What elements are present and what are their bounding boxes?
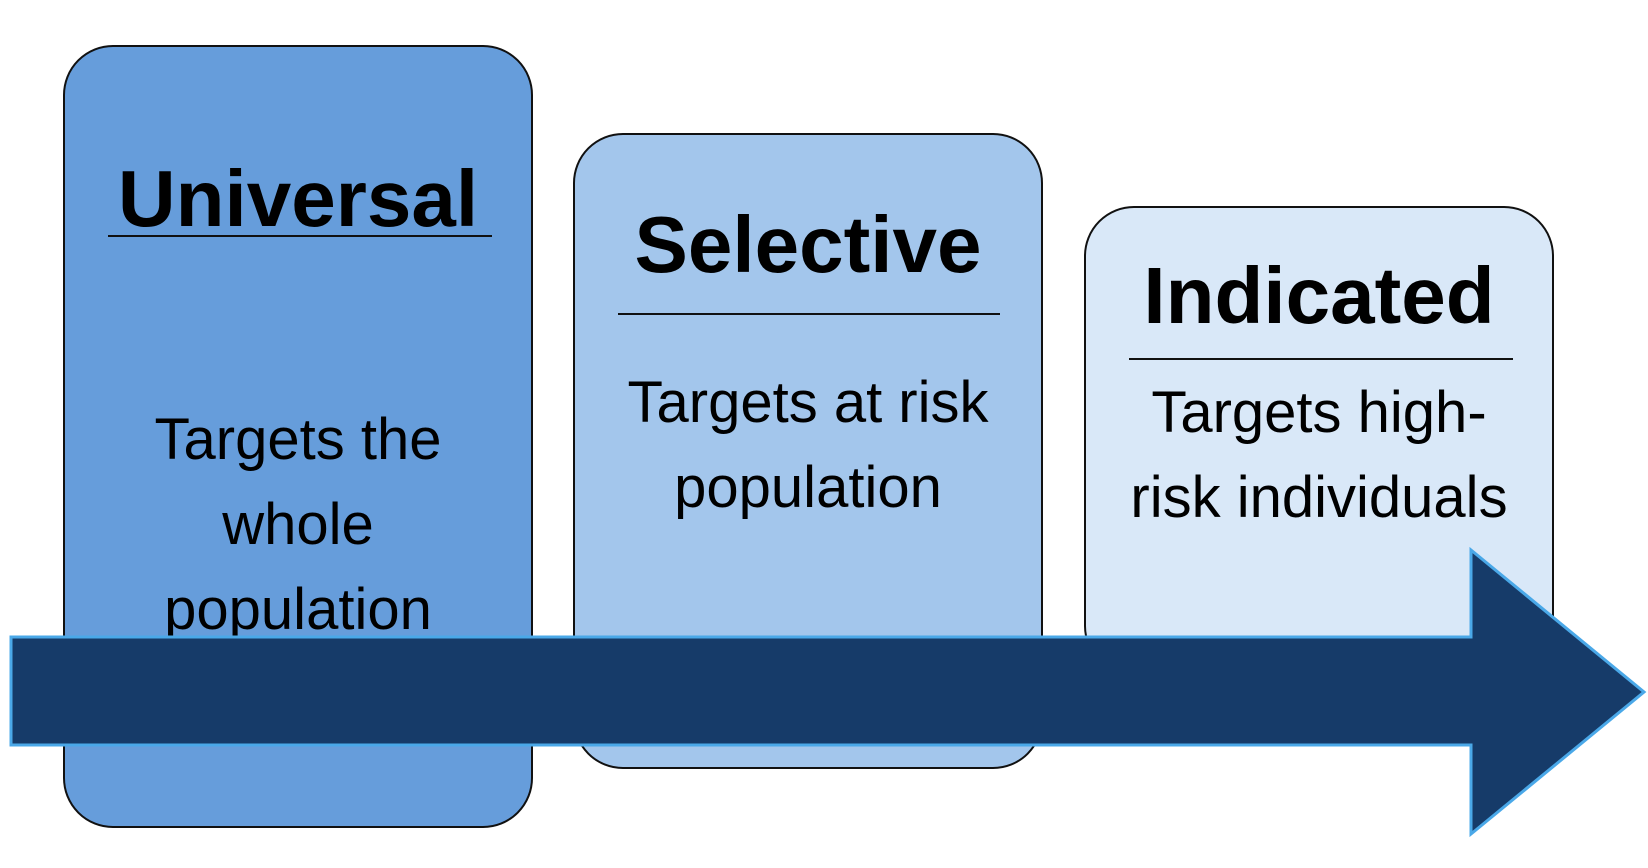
card-title-indicated: Indicated — [1143, 251, 1495, 340]
card-title-universal: Universal — [117, 154, 479, 243]
card-title-selective: Selective — [634, 200, 982, 289]
card-description-universal: Targets the whole population — [154, 407, 442, 642]
title-divider — [618, 313, 1000, 315]
title-divider — [1129, 358, 1513, 360]
arrow-shape — [9, 546, 1647, 838]
title-divider — [108, 235, 492, 237]
card-description-indicated: Targets high- risk individuals — [1130, 380, 1508, 530]
card-description-selective: Targets at risk population — [627, 370, 989, 520]
